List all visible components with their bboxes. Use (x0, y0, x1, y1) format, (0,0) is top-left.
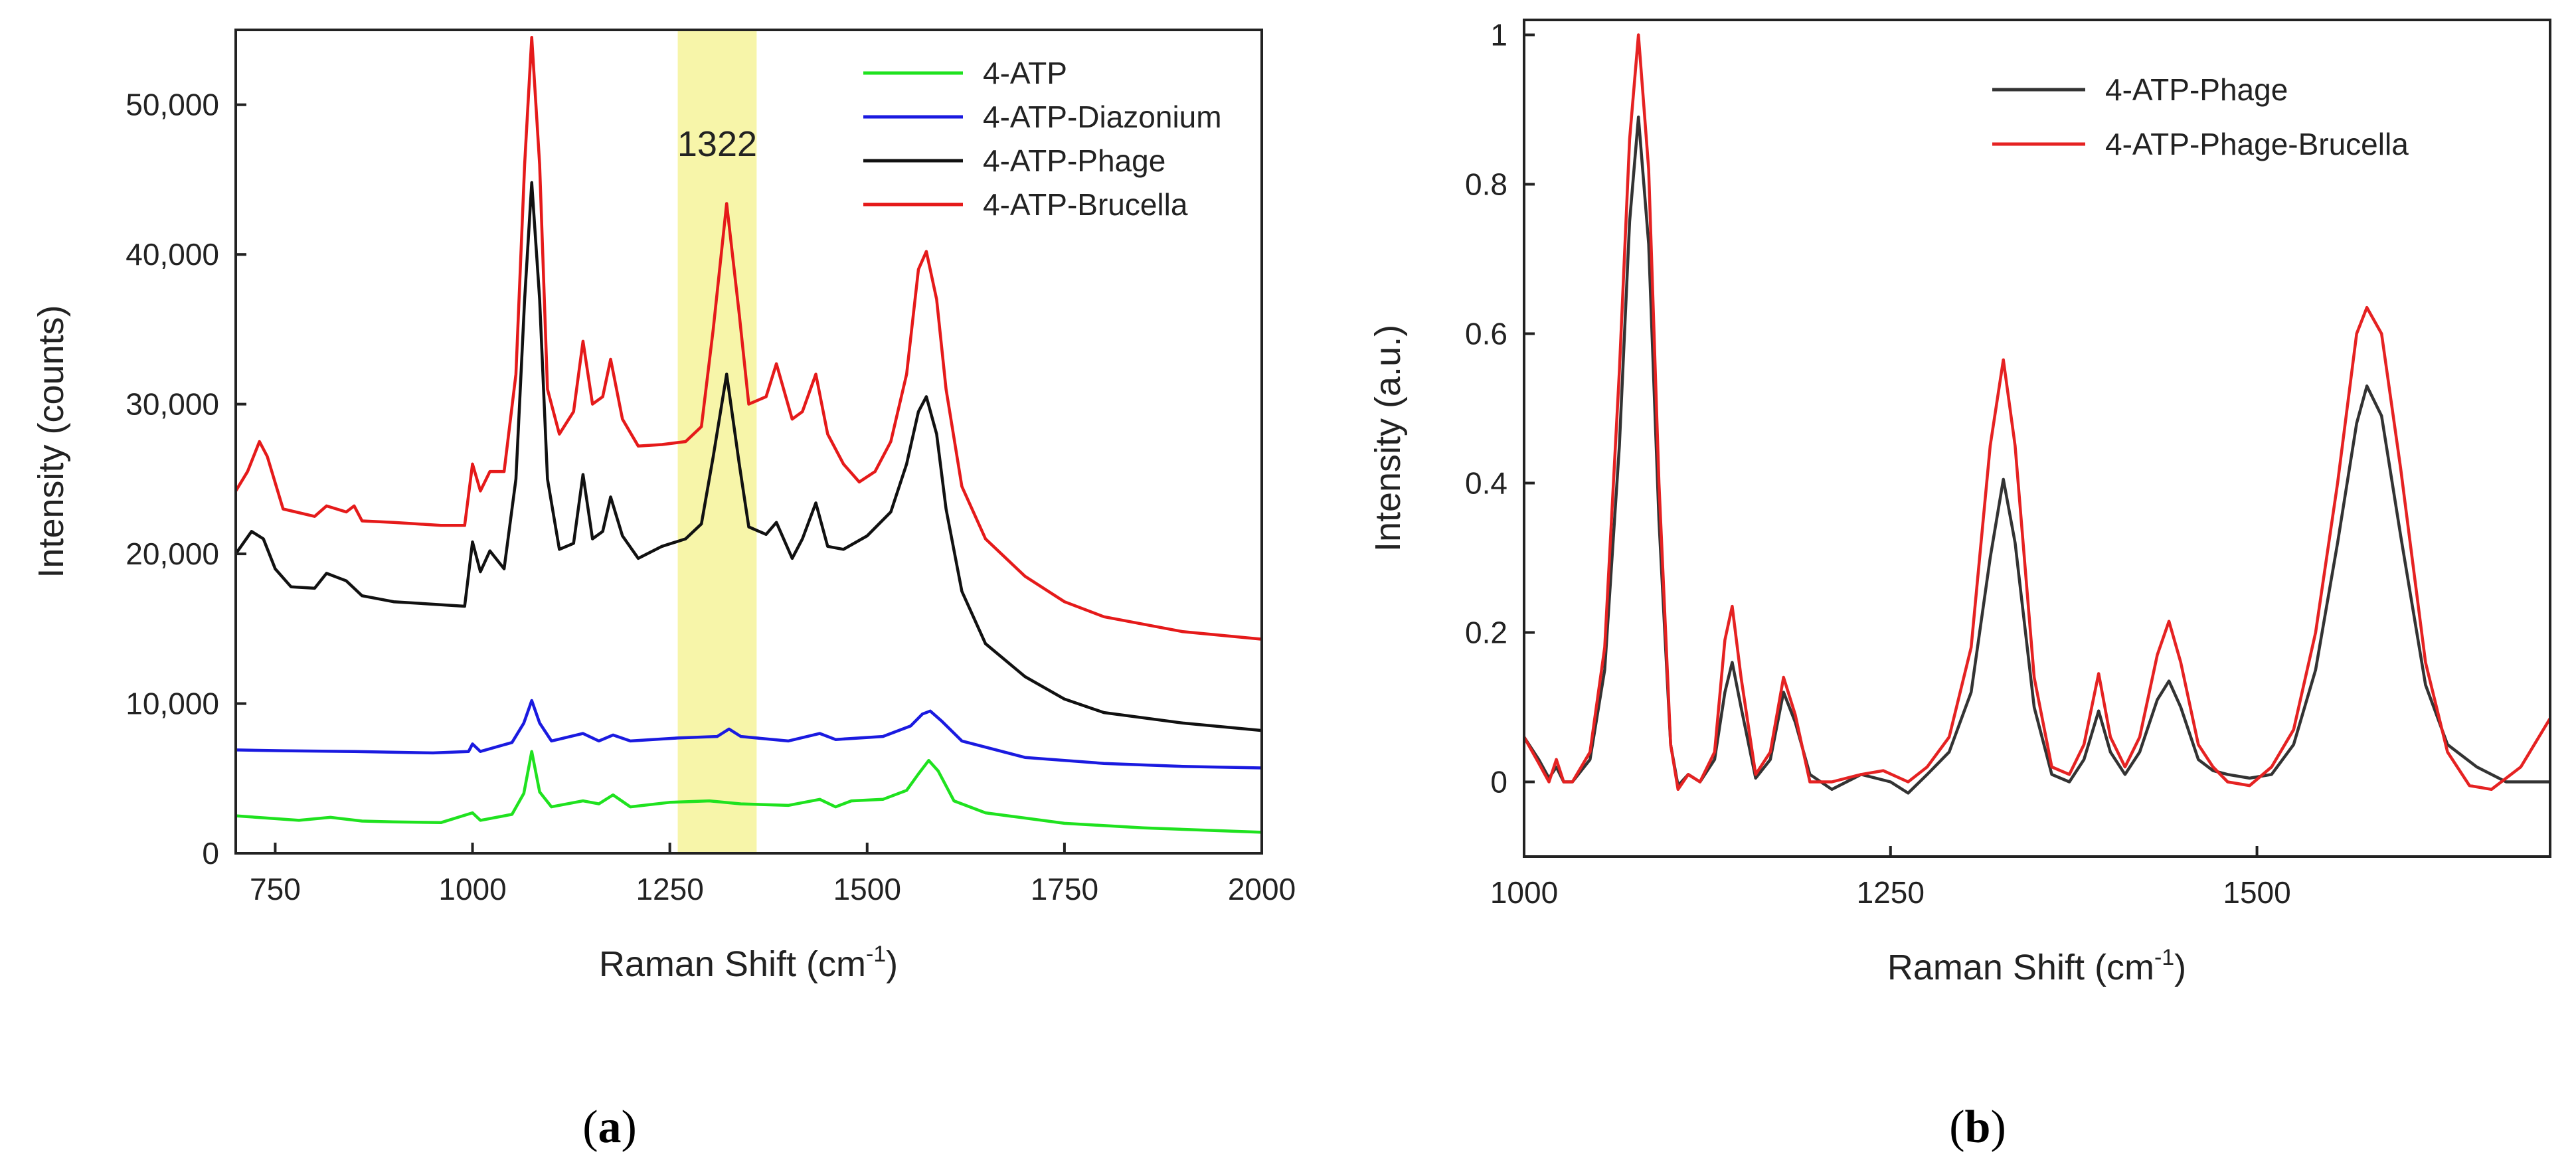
x-axis-label-text: Raman Shift (cm (599, 944, 866, 984)
series-line-4-atp-phage (1523, 116, 2550, 795)
legend-entry: 4-ATP (983, 56, 1067, 90)
y-tick-label: 1 (1490, 18, 1507, 52)
panel-b-chart: 1000 1250 1500 00.20.40.60.81 4-ATP-Phage4… (1368, 18, 2551, 1153)
legend: 4-ATP 4-ATP-Diazonium 4-ATP-Phage 4-ATP-Bru… (863, 56, 1222, 222)
y-tick-label: 40,000 (126, 237, 219, 272)
highlight-annotation: 1322 (677, 124, 757, 164)
x-axis-label-text: Raman Shift (cm (1887, 948, 2154, 987)
x-tick-label: 1250 (636, 872, 703, 906)
x-tick-label: 1500 (2223, 875, 2290, 910)
panel-label-b: (b) (1949, 1102, 2006, 1153)
x-axis-label-sup: -1 (866, 942, 886, 967)
x-axis-label: Raman Shift (cm-1) (1887, 945, 2186, 987)
y-tick-label: 0 (202, 836, 219, 871)
x-axis-ticks: 750 1000 1250 1500 1750 2000 (250, 843, 1296, 906)
series-line-4-atp (235, 750, 1262, 834)
y-tick-label: 0 (1490, 765, 1507, 799)
y-tick-label: 0.8 (1465, 167, 1507, 202)
y-axis-label: Intensity (a.u.) (1368, 325, 1408, 552)
highlight-band (677, 30, 757, 853)
x-axis-label: Raman Shift (cm-1) (599, 942, 898, 984)
y-tick-label: 0.2 (1465, 616, 1507, 650)
x-tick-label: 1000 (1490, 875, 1558, 910)
x-tick-label: 750 (250, 872, 301, 906)
x-axis-label-sup: -1 (2154, 945, 2174, 970)
y-tick-label: 10,000 (126, 687, 219, 721)
legend-entry: 4-ATP-Phage-Brucella (2105, 127, 2409, 161)
y-tick-label: 0.6 (1465, 317, 1507, 351)
x-axis-label-close: ) (2174, 948, 2186, 987)
x-tick-label: 1500 (833, 872, 901, 906)
panel-letter-a: a (598, 1102, 622, 1153)
series-line-4-atp-brucella (234, 36, 1262, 641)
x-tick-label: 2000 (1228, 872, 1296, 906)
legend: 4-ATP-Phage 4-ATP-Phage-Brucella (1992, 72, 2409, 161)
y-tick-label: 50,000 (126, 88, 219, 122)
panel-a-chart: 750 1000 1250 1500 1750 2000 0 10,000 20,000 30,… (31, 29, 1296, 1153)
series-line-4-atp-phage (234, 181, 1262, 732)
x-tick-label: 1250 (1857, 875, 1925, 910)
x-tick-label: 1750 (1031, 872, 1098, 906)
x-axis-ticks: 1000 1250 1500 (1490, 846, 2291, 910)
legend-entry: 4-ATP-Phage (983, 143, 1165, 178)
y-tick-label: 30,000 (126, 387, 219, 422)
x-tick-label: 1000 (438, 872, 506, 906)
y-tick-label: 20,000 (126, 537, 219, 571)
plot-frame (234, 29, 1263, 855)
legend-entry: 4-ATP-Phage (2105, 72, 2288, 107)
legend-entry: 4-ATP-Brucella (983, 187, 1188, 222)
series-group (1523, 33, 2551, 795)
y-axis-ticks: 0 10,000 20,000 30,000 40,000 50,000 (126, 88, 246, 871)
legend-entry: 4-ATP-Diazonium (983, 100, 1222, 134)
y-axis-ticks: 0 0.2 0.4 0.6 0.8 1 (1465, 18, 1535, 799)
panel-label-a: (a) (582, 1102, 637, 1153)
series-line-4-atp-diazonium (235, 699, 1262, 770)
panel-letter-b: b (1965, 1102, 1991, 1153)
plot-frame (1523, 19, 2551, 858)
y-axis-label: Intensity (counts) (31, 305, 71, 578)
x-axis-label-close: ) (886, 944, 898, 984)
series-line-4-atp-phage-brucella (1523, 33, 2551, 792)
series-group (234, 36, 1262, 834)
y-tick-label: 0.4 (1465, 466, 1507, 501)
